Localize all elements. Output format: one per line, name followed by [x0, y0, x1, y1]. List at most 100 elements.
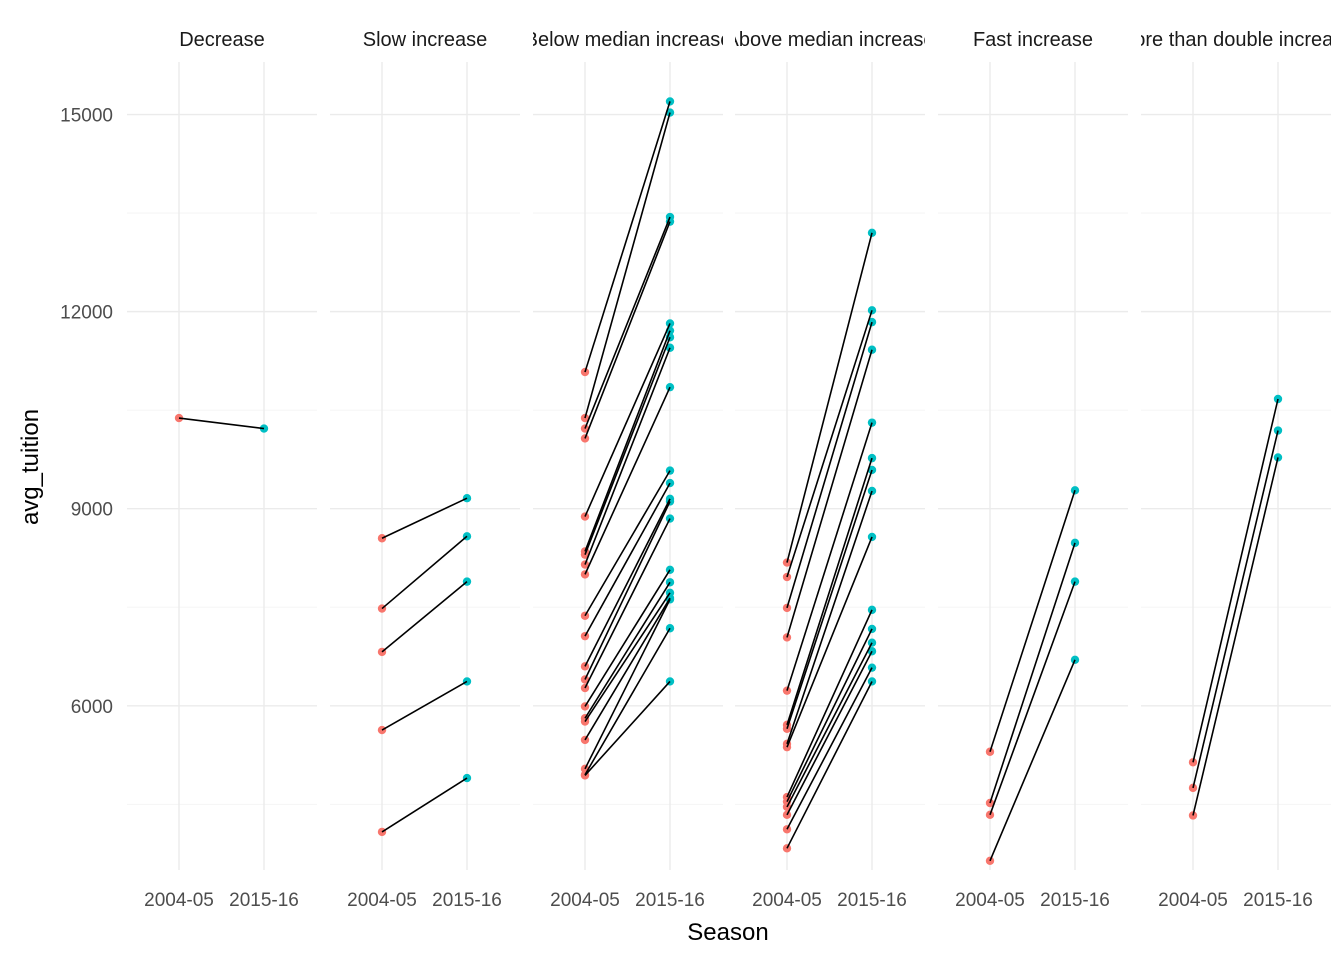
slope-line: [786, 457, 873, 726]
slope-line: [381, 535, 468, 610]
facet-strip-label: Below median increase: [525, 29, 732, 51]
facet-panels: Decrease 2004-05 2015-16 Slow increase 2004-…: [127, 29, 1344, 911]
slope-line: [584, 101, 671, 373]
point-2015-16: [867, 486, 877, 496]
slope-line: [786, 642, 873, 808]
facet-panel: Below median increase 2004-05 2015-16: [525, 29, 732, 911]
segments-layer: [381, 497, 468, 833]
point-2015-16: [665, 382, 675, 392]
slope-line: [786, 310, 873, 578]
x-tick-label: 2015-16: [635, 890, 705, 911]
x-tick-label: 2015-16: [837, 890, 907, 911]
point-2015-16: [1273, 426, 1283, 435]
slope-line: [786, 321, 873, 609]
facet-strip-label: Decrease: [179, 29, 265, 51]
points-layer: [782, 228, 877, 853]
x-tick-label: 2015-16: [1040, 890, 1110, 911]
slope-line: [584, 581, 671, 719]
facet-strip-label: More than double increase: [1118, 29, 1344, 51]
slope-line: [786, 422, 873, 691]
slope-line: [786, 681, 873, 849]
slope-line: [584, 330, 671, 552]
segments-layer: [989, 490, 1076, 862]
facet-panel: More than double increase 2004-05 2015-16: [1118, 29, 1344, 911]
facet-panel: Above median increase 2004-05 2015-16: [725, 29, 934, 911]
y-axis-title: avg_tuition: [17, 409, 44, 525]
x-tick-label: 2004-05: [1158, 890, 1228, 911]
slope-line: [786, 232, 873, 563]
slope-line: [1192, 398, 1279, 763]
slope-line: [786, 628, 873, 803]
slope-line: [584, 498, 671, 667]
slope-line: [381, 580, 468, 653]
slope-line: [786, 349, 873, 638]
segments-layer: [178, 417, 265, 430]
slope-line: [584, 518, 671, 689]
slope-line: [584, 323, 671, 517]
slope-line: [1192, 457, 1279, 816]
x-tick-label: 2004-05: [144, 890, 214, 911]
y-tick-label: 12000: [60, 303, 113, 324]
facet-panel: Decrease 2004-05 2015-16: [127, 29, 317, 911]
slope-line: [381, 497, 468, 539]
slope-line: [1192, 430, 1279, 789]
slope-line: [381, 680, 468, 731]
x-tick-label: 2004-05: [347, 890, 417, 911]
point-2015-16: [462, 493, 472, 503]
point-2015-16: [665, 478, 675, 488]
facet-strip-label: Fast increase: [973, 29, 1093, 51]
slope-line: [584, 680, 671, 776]
slope-line: [786, 667, 873, 830]
x-tick-label: 2004-05: [550, 890, 620, 911]
slope-line: [584, 501, 671, 680]
x-tick-label: 2015-16: [432, 890, 502, 911]
slope-line: [584, 216, 671, 429]
point-2015-16: [867, 418, 877, 427]
slope-line: [786, 609, 873, 798]
slope-line: [584, 627, 671, 776]
y-tick-label: 9000: [71, 500, 113, 521]
slope-line: [786, 490, 873, 745]
slope-line: [584, 336, 671, 555]
slope-line: [584, 221, 671, 439]
slope-line: [381, 777, 468, 833]
slope-line: [584, 112, 671, 419]
y-axis: 6000 9000 12000 15000: [60, 106, 113, 718]
slope-line: [584, 386, 671, 575]
slope-line: [989, 659, 1076, 862]
points-layer: [580, 97, 675, 780]
points-layer: [985, 486, 1080, 866]
point-2015-16: [665, 319, 675, 328]
segments-layer: [786, 232, 873, 849]
x-tick-label: 2004-05: [752, 890, 822, 911]
slope-line: [584, 347, 671, 565]
segments-layer: [584, 101, 671, 776]
x-axis-title: Season: [687, 919, 768, 946]
facet-strip-label: Above median increase: [725, 29, 934, 51]
slope-line: [786, 650, 873, 816]
x-tick-label: 2015-16: [1243, 890, 1313, 911]
slope-line: [584, 482, 671, 637]
facet-panel: Fast increase 2004-05 2015-16: [938, 29, 1128, 911]
x-tick-label: 2004-05: [955, 890, 1025, 911]
facet-strip-label: Slow increase: [363, 29, 488, 51]
y-tick-label: 6000: [71, 697, 113, 718]
slope-line: [178, 417, 265, 430]
slope-line: [584, 592, 671, 722]
x-tick-label: 2015-16: [229, 890, 299, 911]
point-2015-16: [1070, 486, 1080, 495]
slope-line: [786, 469, 873, 730]
facet-panel: Slow increase 2004-05 2015-16: [330, 29, 520, 911]
segments-layer: [1192, 398, 1279, 816]
slope-line: [584, 598, 671, 770]
slope-line: [989, 490, 1076, 753]
slope-line: [786, 536, 873, 748]
slope-line: [584, 470, 671, 617]
point-2015-16: [1273, 453, 1283, 462]
point-2015-16: [867, 345, 877, 354]
y-tick-label: 15000: [60, 106, 113, 127]
slope-line: [584, 569, 671, 707]
slope-line: [584, 597, 671, 741]
slope-line: [989, 542, 1076, 804]
